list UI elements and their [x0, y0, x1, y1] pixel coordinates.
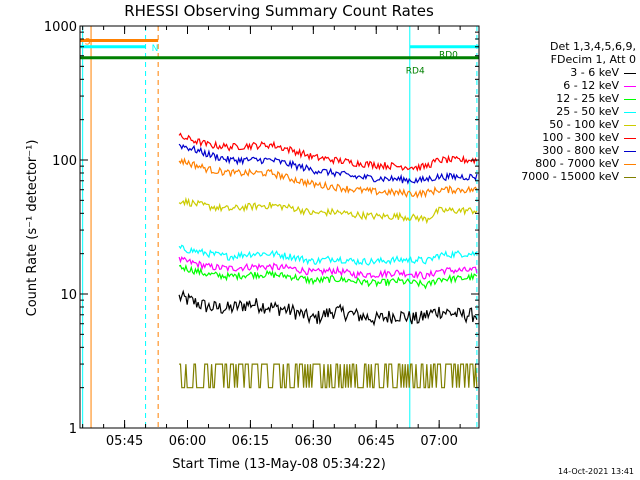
- legend-entry-label: 12 - 25 keV: [556, 92, 619, 105]
- legend-entry: 300 - 800 keV: [450, 144, 640, 157]
- legend-swatch: [624, 163, 636, 165]
- x-tick-label: 06:30: [295, 434, 332, 449]
- legend-swatch: [624, 72, 636, 74]
- annotation-label: RD0: [439, 51, 458, 61]
- legend-swatch: [624, 124, 636, 126]
- legend-entry: 3 - 6 keV: [450, 66, 640, 79]
- annotation-label: RD4: [406, 67, 425, 77]
- series-line: [178, 255, 478, 280]
- legend-swatch: [624, 137, 636, 139]
- legend-swatch: [624, 111, 636, 113]
- series-line: [179, 363, 478, 389]
- legend-entry-label: 50 - 100 keV: [549, 118, 619, 131]
- x-tick-label: 05:45: [106, 434, 143, 449]
- annotation-label: N: [152, 44, 159, 54]
- x-tick-label: 06:15: [232, 434, 269, 449]
- y-tick-label: 1: [69, 422, 77, 437]
- legend-swatch: [624, 150, 636, 152]
- x-axis-label: Start Time (13-May-08 05:34:22): [172, 457, 386, 472]
- legend-entry: 800 - 7000 keV: [450, 157, 640, 170]
- y-tick-label: 1000: [44, 20, 77, 35]
- legend-title-line2: FDecim 1, Att 0: [550, 53, 636, 66]
- x-tick-label: 06:00: [169, 434, 206, 449]
- plot-frame: [79, 25, 480, 429]
- series-line: [178, 156, 478, 199]
- series-line: [178, 132, 478, 172]
- legend-entry: 50 - 100 keV: [450, 118, 640, 131]
- legend-entry-label: 7000 - 15000 keV: [521, 170, 619, 183]
- legend-entry: 6 - 12 keV: [450, 79, 640, 92]
- legend-entry: 7000 - 15000 keV: [450, 170, 640, 183]
- legend: Det 1,3,4,5,6,9, FDecim 1, Att 0 3 - 6 k…: [450, 40, 640, 183]
- legend-entry: 25 - 50 keV: [450, 105, 640, 118]
- legend-swatch: [624, 85, 636, 87]
- legend-entry: 12 - 25 keV: [450, 92, 640, 105]
- legend-entry-label: 6 - 12 keV: [563, 79, 619, 92]
- legend-entry-label: 100 - 300 keV: [542, 131, 619, 144]
- x-tick-label: 06:45: [358, 434, 395, 449]
- y-axis-label: Count Rate (s⁻¹ detector⁻¹): [25, 140, 40, 317]
- legend-swatch: [624, 98, 636, 100]
- legend-entry-label: 25 - 50 keV: [556, 105, 619, 118]
- legend-swatch: [624, 176, 636, 178]
- legend-entry-label: 800 - 7000 keV: [535, 157, 619, 170]
- legend-title-line1: Det 1,3,4,5,6,9,: [549, 40, 636, 53]
- series-line: [178, 244, 478, 266]
- series-line: [178, 289, 478, 327]
- annotation-label: S: [85, 37, 91, 47]
- series-line: [178, 263, 478, 290]
- timestamp: 14-Oct-2021 13:41: [558, 467, 634, 476]
- x-tick-label: 07:00: [420, 434, 457, 449]
- series-line: [178, 143, 478, 185]
- y-tick-label: 100: [52, 154, 77, 169]
- series-line: [178, 196, 478, 225]
- legend-entry-label: 3 - 6 keV: [570, 66, 619, 79]
- y-tick-label: 10: [60, 288, 77, 303]
- legend-entry: 100 - 300 keV: [450, 131, 640, 144]
- legend-entry-label: 300 - 800 keV: [542, 144, 619, 157]
- chart-title: RHESSI Observing Summary Count Rates: [124, 2, 434, 20]
